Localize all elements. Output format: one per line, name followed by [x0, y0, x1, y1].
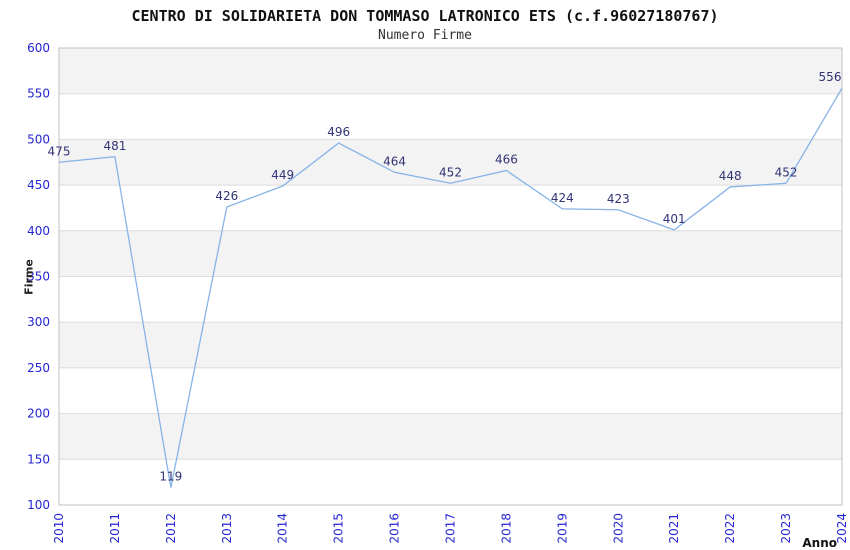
y-tick-label: 400: [27, 224, 50, 238]
data-point-label: 475: [48, 144, 71, 158]
y-tick-label: 200: [27, 407, 50, 421]
x-tick-label: 2018: [499, 513, 513, 544]
data-point-label: 496: [327, 125, 350, 139]
x-tick-label: 2015: [332, 513, 346, 544]
data-point-label: 466: [495, 152, 518, 166]
chart-title: CENTRO DI SOLIDARIETA DON TOMMASO LATRON…: [131, 7, 719, 25]
x-tick-label: 2016: [388, 513, 402, 544]
y-tick-label: 250: [27, 361, 50, 375]
x-tick-label: 2010: [52, 513, 66, 544]
x-axis-title: Anno: [802, 536, 837, 550]
plot-band: [59, 276, 842, 323]
y-tick-label: 600: [27, 41, 50, 55]
data-point-label: 401: [663, 212, 686, 226]
plot-band: [59, 139, 842, 186]
plot-band: [59, 413, 842, 460]
plot-band: [59, 230, 842, 277]
plot-border: [58, 47, 843, 506]
x-tick-label: 2014: [276, 513, 290, 544]
data-point-label: 119: [159, 470, 182, 484]
data-point-label: 481: [103, 139, 126, 153]
plot-band: [59, 185, 842, 231]
x-tick-label: 2012: [164, 513, 178, 544]
plot-band: [59, 93, 842, 140]
x-tick-label: 2017: [444, 513, 458, 544]
x-tick-label: 2022: [723, 513, 737, 544]
y-tick-label: 500: [27, 132, 50, 146]
plot-band: [59, 322, 842, 368]
y-tick-label: 450: [27, 178, 50, 192]
x-tick-label: 2023: [779, 513, 793, 544]
chart-subtitle: Numero Firme: [378, 28, 472, 43]
y-tick-label: 350: [27, 270, 50, 284]
data-point-label: 423: [607, 192, 630, 206]
y-tick-label: 100: [27, 498, 50, 512]
x-tick-label: 2019: [555, 513, 569, 544]
plot-band: [59, 459, 842, 505]
y-tick-label: 150: [27, 452, 50, 466]
data-point-label: 452: [439, 165, 462, 179]
plot-band: [59, 48, 842, 94]
y-axis-title: Firme: [22, 259, 36, 295]
data-point-label: 426: [215, 189, 238, 203]
y-tick-label: 300: [27, 315, 50, 329]
x-tick-label: 2024: [835, 513, 849, 544]
x-tick-label: 2013: [220, 513, 234, 544]
data-point-label: 556: [819, 70, 842, 84]
x-tick-label: 2021: [667, 513, 681, 544]
data-point-label: 424: [551, 191, 574, 205]
x-tick-label: 2011: [108, 513, 122, 544]
x-tick-label: 2020: [611, 513, 625, 544]
data-point-label: 452: [775, 165, 798, 179]
data-line: [58, 87, 843, 488]
data-point-label: 449: [271, 168, 294, 182]
y-tick-label: 550: [27, 87, 50, 101]
data-point-label: 464: [383, 154, 406, 168]
plot-band: [59, 367, 842, 414]
data-point-label: 448: [719, 169, 742, 183]
